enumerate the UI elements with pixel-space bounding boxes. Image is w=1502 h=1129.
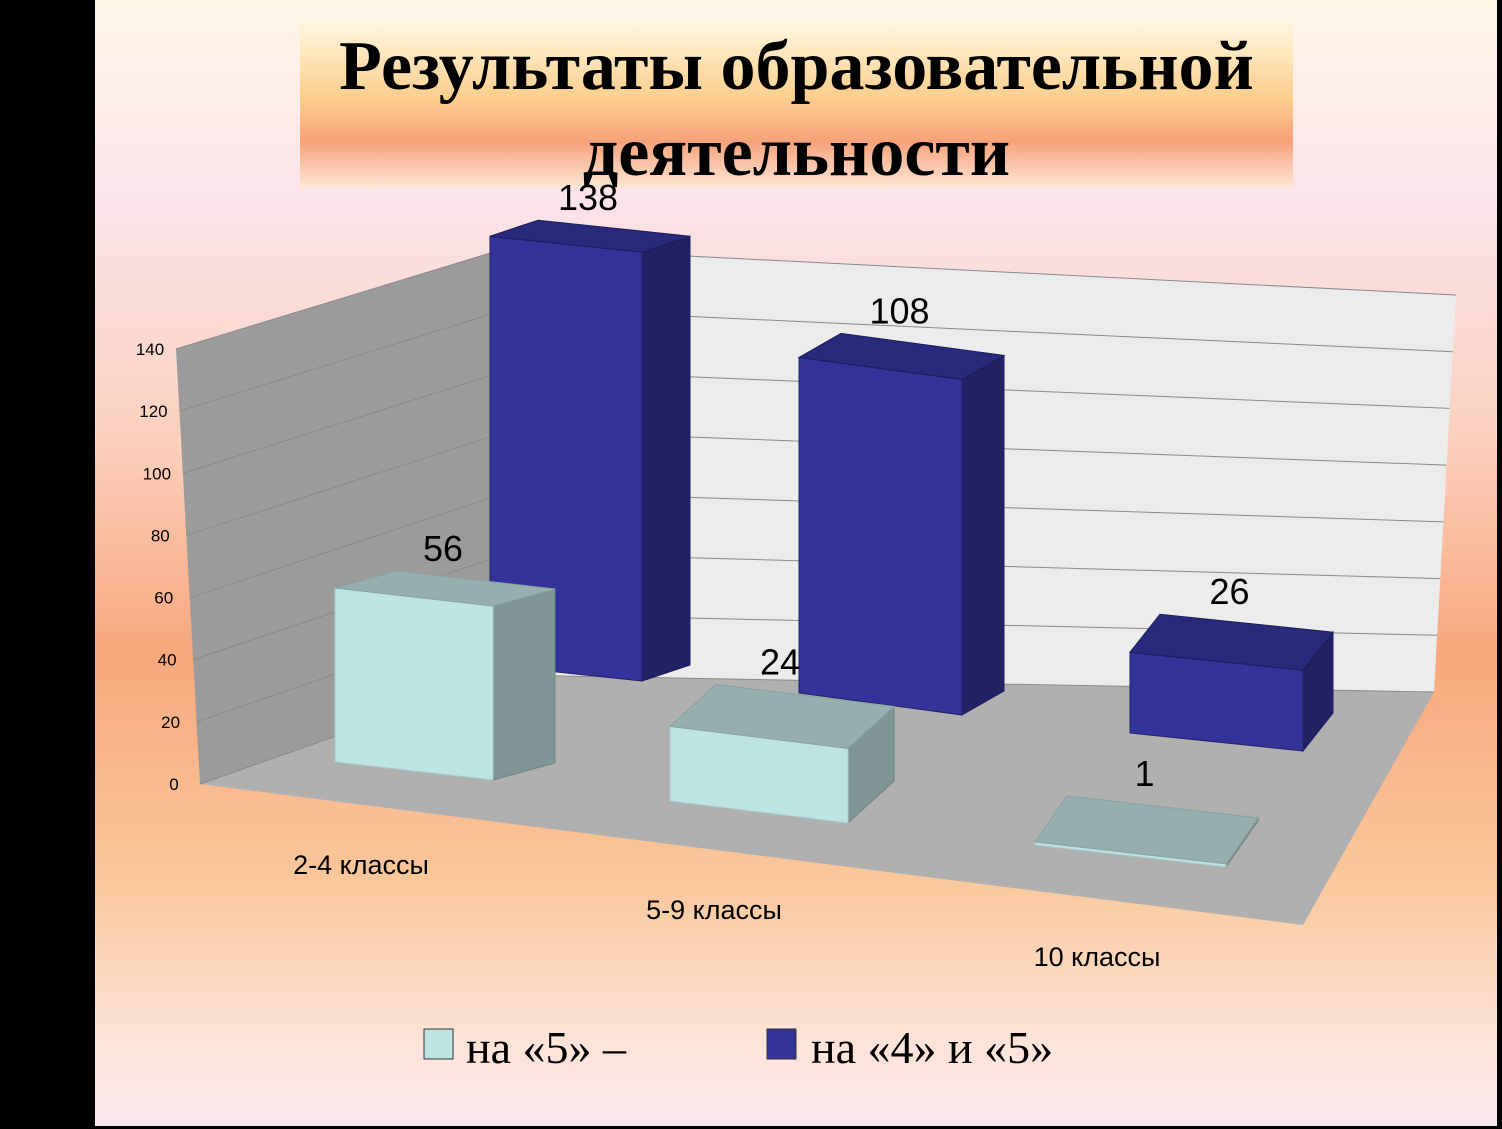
data-label: 1	[1134, 753, 1154, 794]
category-label: 5-9 классы	[646, 895, 782, 925]
legend-label: на «4» и «5»	[811, 1022, 1053, 1073]
bar-top-face	[668, 683, 896, 749]
title-highlight	[300, 22, 1293, 188]
bars	[334, 219, 1334, 869]
bar-top-face	[797, 332, 1006, 380]
bar-side-face	[641, 235, 691, 682]
y-axis-ticks: 0 20 40 60 80 100 120 140	[136, 340, 180, 794]
chart-title-line-1: Результаты образовательной	[339, 28, 1254, 105]
bar-four-five-1	[797, 332, 1006, 716]
bar-top-face	[334, 570, 556, 607]
data-label: 24	[760, 641, 800, 682]
bar-front-face	[334, 587, 494, 781]
bar-front-face	[798, 356, 963, 716]
y-tick-label: 20	[161, 713, 180, 732]
bar-side-face	[492, 588, 556, 781]
chart-title-line-2: деятельности	[582, 114, 1011, 191]
data-label: 138	[558, 177, 618, 218]
y-tick-label: 100	[143, 464, 171, 483]
category-label: 2-4 классы	[293, 850, 429, 880]
data-label: 56	[423, 528, 463, 569]
category-labels: 2-4 классы 5-9 классы 10 классы	[293, 850, 1160, 972]
bar-five-2	[1034, 795, 1259, 869]
legend: на «5» – на «4» и «5»	[423, 1022, 1053, 1073]
chart-title: Результаты образовательной деятельности	[300, 24, 1293, 196]
bar-side-face	[961, 354, 1005, 716]
y-tick-label: 60	[154, 589, 173, 608]
legend-label: на «5» –	[466, 1022, 627, 1073]
bar-five-1	[668, 683, 896, 825]
y-tick-label: 0	[169, 775, 178, 794]
bar-top-face	[1129, 613, 1334, 671]
bar-four-five-0	[489, 219, 691, 682]
bar-four-five-2	[1129, 613, 1334, 753]
y-tick-label: 80	[151, 526, 170, 545]
legend-swatch	[423, 1028, 454, 1060]
data-labels: 138 108 26 56 24 1	[423, 177, 1250, 794]
y-tick-label: 140	[136, 340, 164, 359]
category-label: 10 классы	[1034, 942, 1161, 972]
y-tick-label: 40	[158, 651, 177, 670]
data-label: 26	[1209, 571, 1249, 612]
bar-top-face	[489, 219, 691, 253]
y-tick-label: 120	[139, 402, 167, 421]
legend-swatch	[766, 1028, 797, 1060]
bar-top-face	[1034, 795, 1259, 865]
data-label: 108	[869, 290, 929, 331]
bar-five-0	[334, 570, 556, 781]
